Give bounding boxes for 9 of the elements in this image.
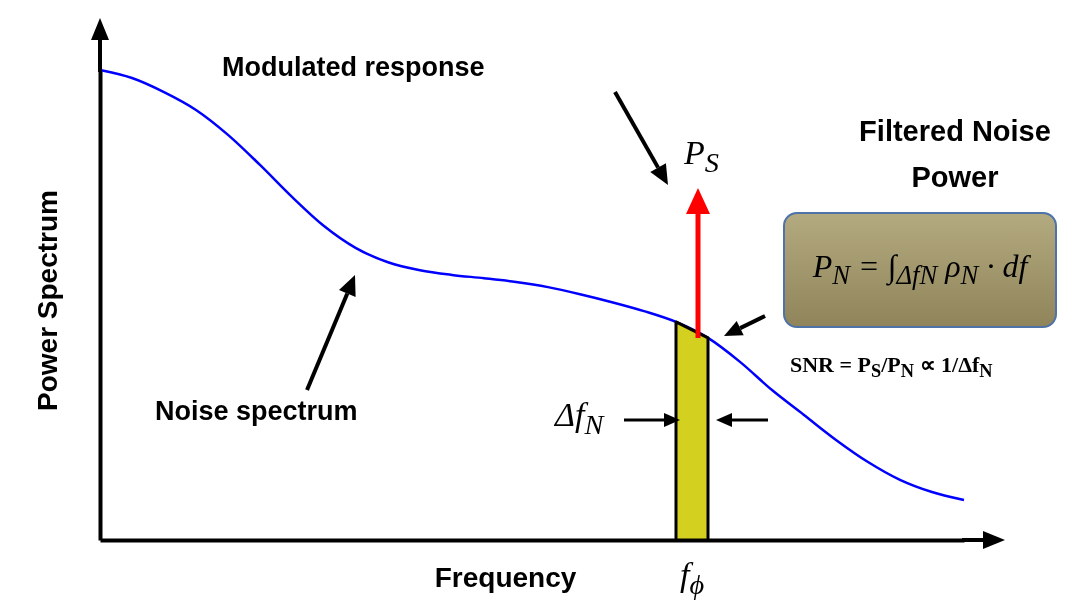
annotation: P$_{S}$ — [684, 134, 719, 179]
x-axis-title: Frequency — [434, 561, 577, 593]
annotation: SNR = P$_{S}$/P$_{N}$ ∝ 1/Δf$_{N}$ — [790, 352, 993, 383]
annotation: Filtered Noise Power — [858, 114, 1052, 195]
annotation: Modulated response — [222, 52, 485, 83]
y-axis-title: Power Spectrum — [31, 190, 63, 411]
text: f$_{ϕ}$ — [679, 556, 705, 601]
annotation: Noise spectrum — [155, 396, 358, 427]
annotation: Δf$_{N}$ — [555, 396, 604, 441]
